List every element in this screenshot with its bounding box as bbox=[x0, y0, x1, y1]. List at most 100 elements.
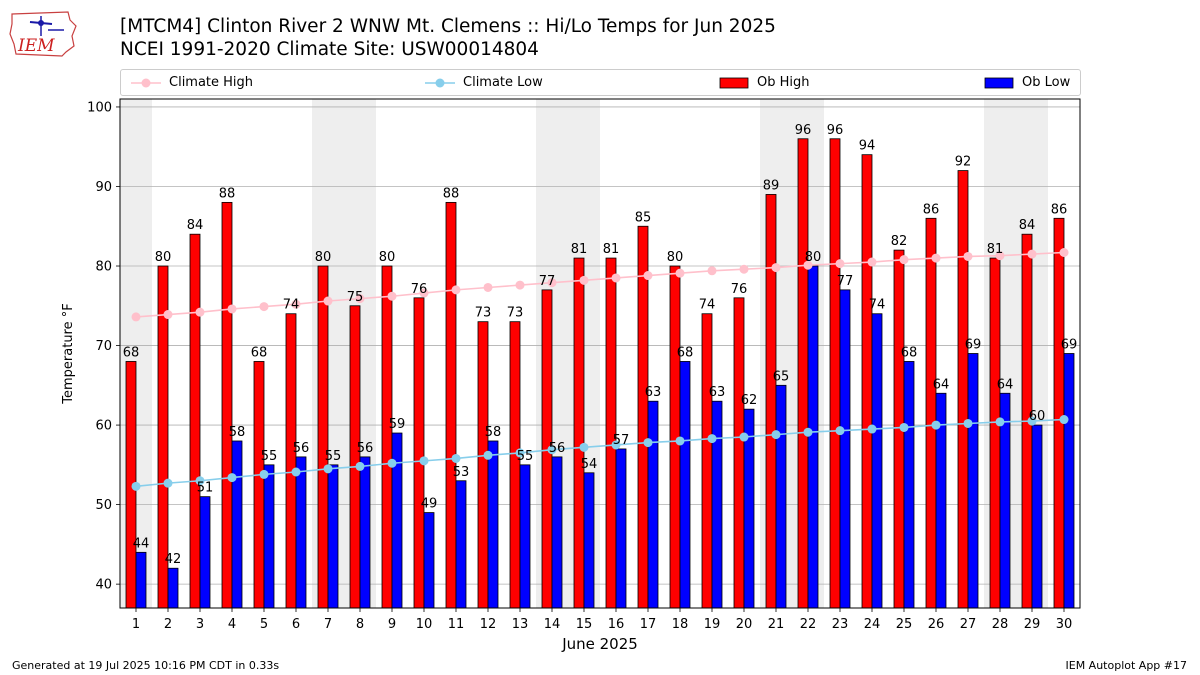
ob-low-value-label: 58 bbox=[485, 425, 502, 440]
climate-high-point bbox=[739, 264, 749, 274]
x-tick-label: 28 bbox=[992, 617, 1009, 632]
legend-item-ob-low: Ob Low bbox=[984, 70, 1070, 95]
ob-low-bar bbox=[775, 384, 787, 609]
ob-high-bar bbox=[637, 225, 649, 609]
ob-high-value-label: 76 bbox=[731, 282, 748, 297]
x-tick-label: 26 bbox=[928, 617, 945, 632]
y-tick-label: 90 bbox=[95, 180, 112, 195]
ob-low-bar bbox=[551, 456, 563, 609]
ob-low-bar bbox=[903, 361, 915, 609]
climate-low-point bbox=[323, 464, 333, 474]
ob-low-value-label: 54 bbox=[581, 457, 598, 472]
x-tick-label: 22 bbox=[800, 617, 817, 632]
ob-low-value-label: 62 bbox=[741, 393, 758, 408]
ob-low-value-label: 57 bbox=[613, 433, 630, 448]
climate-high-point bbox=[707, 266, 717, 276]
climate-low-point bbox=[771, 430, 781, 440]
climate-low-point bbox=[227, 473, 237, 483]
x-tick-label: 23 bbox=[832, 617, 849, 632]
climate-high-point bbox=[835, 259, 845, 269]
climate-low-point bbox=[739, 432, 749, 442]
ob-low-bar bbox=[199, 496, 211, 609]
ob-high-value-label: 85 bbox=[635, 210, 652, 225]
x-tick-label: 1 bbox=[132, 617, 140, 632]
climate-high-point bbox=[227, 304, 237, 314]
ob-low-value-label: 74 bbox=[869, 298, 886, 313]
ob-low-value-label: 68 bbox=[677, 345, 694, 360]
legend-patch-icon bbox=[984, 77, 1014, 88]
ob-low-bar bbox=[871, 313, 883, 609]
climate-high-line bbox=[135, 251, 1065, 318]
climate-high-point bbox=[963, 251, 973, 261]
x-tick-label: 24 bbox=[864, 617, 881, 632]
iowa-outline-icon bbox=[9, 11, 77, 57]
legend-item-ob-high: Ob High bbox=[719, 70, 810, 95]
ob-low-bar bbox=[583, 472, 595, 609]
generated-timestamp: Generated at 19 Jul 2025 10:16 PM CDT in… bbox=[12, 659, 280, 672]
climate-high-point bbox=[259, 302, 269, 312]
x-tick-label: 7 bbox=[324, 617, 332, 632]
climate-high-point bbox=[931, 253, 941, 263]
ob-high-bar bbox=[445, 201, 457, 609]
ob-high-bar bbox=[829, 138, 841, 609]
climate-high-point bbox=[419, 288, 429, 298]
climate-high-point bbox=[163, 310, 173, 320]
ob-high-bar bbox=[733, 297, 745, 609]
climate-high-point bbox=[867, 257, 877, 267]
ob-high-bar bbox=[221, 201, 233, 609]
climate-low-point bbox=[291, 467, 301, 477]
climate-low-point bbox=[611, 440, 621, 450]
ob-high-value-label: 81 bbox=[987, 242, 1004, 257]
climate-low-point bbox=[963, 418, 973, 428]
legend-item-climate-high: Climate High bbox=[131, 70, 253, 95]
ob-low-bar bbox=[327, 464, 339, 609]
legend-line-marker-icon bbox=[425, 78, 455, 87]
ob-high-bar bbox=[701, 313, 713, 609]
ob-high-bar bbox=[797, 138, 809, 609]
ob-low-value-label: 80 bbox=[805, 250, 822, 265]
ob-high-value-label: 89 bbox=[763, 178, 780, 193]
ob-high-bar bbox=[285, 313, 297, 609]
climate-low-point bbox=[163, 478, 173, 488]
legend-label: Ob High bbox=[757, 75, 810, 90]
ob-high-value-label: 96 bbox=[827, 123, 844, 138]
x-tick-label: 13 bbox=[512, 617, 529, 632]
legend-label: Climate High bbox=[169, 75, 254, 90]
logo-text: IEM bbox=[17, 36, 55, 56]
ob-low-value-label: 56 bbox=[357, 441, 374, 456]
climate-low-line bbox=[135, 418, 1065, 488]
x-tick-label: 30 bbox=[1056, 617, 1073, 632]
legend-line-marker-icon bbox=[131, 78, 161, 87]
climate-high-point bbox=[643, 271, 653, 281]
ob-low-value-label: 69 bbox=[1061, 338, 1078, 353]
ob-low-bar bbox=[615, 448, 627, 609]
climate-high-point bbox=[355, 294, 365, 304]
ob-low-value-label: 60 bbox=[1029, 409, 1046, 424]
climate-high-point bbox=[323, 296, 333, 306]
y-tick-label: 100 bbox=[87, 100, 112, 115]
ob-low-value-label: 51 bbox=[197, 481, 214, 496]
ob-high-value-label: 96 bbox=[795, 123, 812, 138]
x-tick-label: 17 bbox=[640, 617, 657, 632]
climate-low-point bbox=[803, 427, 813, 437]
x-tick-label: 21 bbox=[768, 617, 785, 632]
ob-high-bar bbox=[381, 265, 393, 609]
x-tick-label: 9 bbox=[388, 617, 396, 632]
ob-high-value-label: 73 bbox=[507, 306, 524, 321]
x-tick-label: 15 bbox=[576, 617, 593, 632]
ob-high-value-label: 76 bbox=[411, 282, 428, 297]
ob-high-bar bbox=[957, 170, 969, 609]
climate-low-point bbox=[707, 434, 717, 444]
ob-low-bar bbox=[807, 265, 819, 609]
climate-low-point bbox=[195, 476, 205, 486]
iem-logo: IEM bbox=[9, 11, 77, 57]
climate-high-point bbox=[131, 312, 141, 322]
climate-low-point bbox=[835, 426, 845, 436]
ob-high-value-label: 81 bbox=[603, 242, 620, 257]
ob-high-value-label: 82 bbox=[891, 234, 908, 249]
ob-high-value-label: 73 bbox=[475, 306, 492, 321]
ob-low-bar bbox=[359, 456, 371, 609]
climate-low-point bbox=[643, 438, 653, 448]
climate-high-point bbox=[195, 307, 205, 317]
